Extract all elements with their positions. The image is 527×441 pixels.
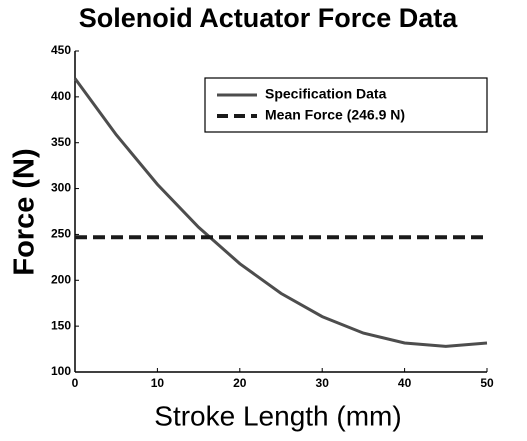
y-tick-label: 350 bbox=[51, 135, 71, 149]
x-tick-label: 20 bbox=[233, 376, 247, 390]
y-axis-label: Force (N) bbox=[9, 148, 41, 275]
x-axis-label: Stroke Length (mm) bbox=[154, 400, 401, 431]
x-tick-label: 10 bbox=[151, 376, 165, 390]
x-tick-label: 40 bbox=[398, 376, 412, 390]
x-tick-label: 50 bbox=[480, 376, 494, 390]
series-line bbox=[73, 77, 488, 348]
y-tick-label: 100 bbox=[51, 364, 71, 378]
y-tick-label: 300 bbox=[51, 181, 71, 195]
y-tick-label: 150 bbox=[51, 318, 71, 332]
legend-box bbox=[204, 77, 488, 133]
x-tick-label: 0 bbox=[72, 376, 79, 390]
y-tick-label: 250 bbox=[51, 227, 71, 241]
y-tick-label: 200 bbox=[51, 272, 71, 286]
chart-title: Solenoid Actuator Force Data bbox=[79, 3, 459, 33]
legend-label: Mean Force (246.9 N) bbox=[265, 107, 405, 123]
y-tick-label: 400 bbox=[51, 89, 71, 103]
legend-label: Specification Data bbox=[265, 86, 387, 102]
y-tick-label: 450 bbox=[51, 43, 71, 57]
x-tick-label: 30 bbox=[316, 376, 330, 390]
